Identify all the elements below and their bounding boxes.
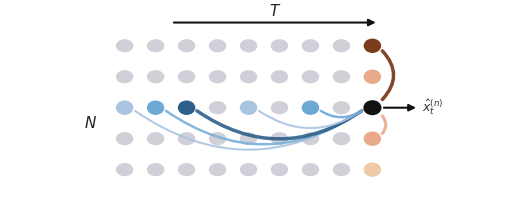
Ellipse shape — [117, 40, 133, 52]
Ellipse shape — [271, 164, 288, 176]
Text: $\hat{x}_t^{(n)}$: $\hat{x}_t^{(n)}$ — [422, 98, 444, 118]
Text: $T$: $T$ — [269, 3, 281, 19]
Ellipse shape — [271, 102, 288, 114]
FancyArrowPatch shape — [166, 111, 362, 144]
Ellipse shape — [147, 164, 164, 176]
FancyArrowPatch shape — [382, 116, 386, 134]
Ellipse shape — [333, 71, 350, 83]
Ellipse shape — [271, 71, 288, 83]
Ellipse shape — [303, 101, 318, 114]
Ellipse shape — [333, 133, 350, 145]
Ellipse shape — [178, 133, 195, 145]
Text: $N$: $N$ — [84, 115, 97, 131]
FancyArrowPatch shape — [135, 111, 362, 150]
Ellipse shape — [178, 101, 195, 114]
Ellipse shape — [240, 133, 257, 145]
Ellipse shape — [303, 40, 318, 52]
Ellipse shape — [303, 133, 318, 145]
Ellipse shape — [240, 101, 257, 114]
Ellipse shape — [117, 133, 133, 145]
Ellipse shape — [271, 40, 288, 52]
Ellipse shape — [333, 164, 350, 176]
Ellipse shape — [240, 40, 257, 52]
Ellipse shape — [303, 71, 318, 83]
Ellipse shape — [178, 164, 195, 176]
Ellipse shape — [364, 163, 381, 176]
Ellipse shape — [364, 39, 381, 52]
Ellipse shape — [303, 164, 318, 176]
Ellipse shape — [210, 71, 225, 83]
Ellipse shape — [147, 40, 164, 52]
Ellipse shape — [117, 164, 133, 176]
Ellipse shape — [210, 102, 225, 114]
Ellipse shape — [364, 101, 381, 115]
Ellipse shape — [364, 70, 381, 83]
FancyArrowPatch shape — [382, 51, 393, 100]
Ellipse shape — [178, 40, 195, 52]
Ellipse shape — [364, 132, 381, 145]
Ellipse shape — [178, 71, 195, 83]
Ellipse shape — [333, 40, 350, 52]
Ellipse shape — [210, 164, 225, 176]
Ellipse shape — [271, 133, 288, 145]
Ellipse shape — [117, 101, 133, 114]
Ellipse shape — [147, 71, 164, 83]
Ellipse shape — [240, 71, 257, 83]
Ellipse shape — [147, 101, 164, 114]
Ellipse shape — [210, 40, 225, 52]
Ellipse shape — [147, 133, 164, 145]
Ellipse shape — [117, 71, 133, 83]
FancyArrowPatch shape — [321, 111, 362, 117]
Ellipse shape — [333, 102, 350, 114]
Ellipse shape — [240, 164, 257, 176]
FancyArrowPatch shape — [259, 111, 362, 128]
Ellipse shape — [210, 133, 225, 145]
FancyArrowPatch shape — [197, 111, 362, 139]
